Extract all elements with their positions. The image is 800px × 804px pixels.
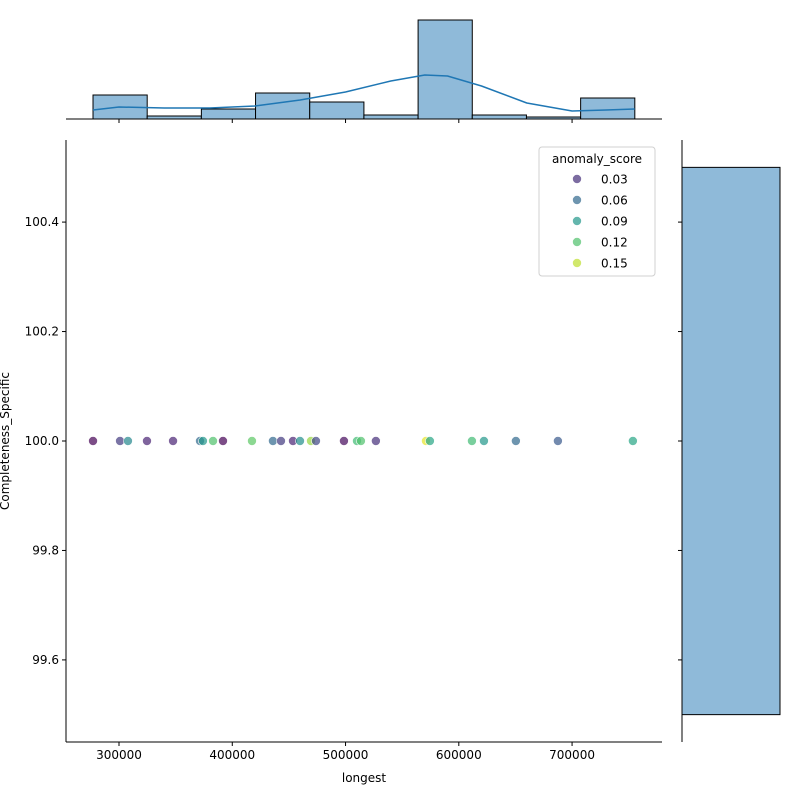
top-histogram-bar — [255, 92, 311, 120]
legend-marker — [572, 237, 582, 247]
scatter-point — [295, 436, 305, 446]
scatter-point — [479, 436, 489, 446]
x-tick-label: 600000 — [436, 748, 482, 762]
top-histogram-bar — [417, 19, 473, 120]
scatter-point — [88, 436, 98, 446]
scatter-point — [123, 436, 133, 446]
y-tick-label: 100.2 — [25, 325, 59, 339]
y-tick-label: 99.8 — [32, 543, 59, 557]
legend-label: 0.15 — [601, 257, 628, 271]
scatter-point — [311, 436, 321, 446]
y-tick-label: 100.4 — [25, 215, 59, 229]
top-marginal-histogram — [66, 19, 662, 123]
legend-label: 0.12 — [601, 236, 628, 250]
scatter-point — [276, 436, 286, 446]
x-tick-label: 300000 — [96, 748, 142, 762]
top-histogram-bar — [200, 108, 257, 120]
scatter-point — [198, 436, 208, 446]
scatter-point — [208, 436, 218, 446]
legend-marker — [572, 258, 582, 268]
scatter-point — [628, 436, 638, 446]
scatter-point — [142, 436, 152, 446]
legend: anomaly_score 0.03 0.06 0.09 0.12 0.15 — [538, 146, 656, 277]
x-tick-label: 700000 — [549, 748, 595, 762]
legend-label: 0.09 — [601, 215, 628, 229]
x-axis-label: longest — [342, 771, 387, 785]
right-histogram-bar — [681, 166, 781, 716]
main-axes: 300000 400000 500000 600000 700000 99.6 99.8 10… — [25, 140, 662, 762]
scatter-point — [511, 436, 521, 446]
scatter-point — [425, 436, 435, 446]
scatter-point — [218, 436, 228, 446]
legend-frame — [538, 146, 656, 277]
top-histogram-bar — [309, 101, 365, 120]
scatter-point — [168, 436, 178, 446]
scatter-point — [339, 436, 349, 446]
scatter-point — [356, 436, 366, 446]
legend-marker — [572, 216, 582, 226]
legend-label: 0.06 — [601, 194, 628, 208]
legend-label: 0.03 — [601, 173, 628, 187]
legend-marker — [572, 195, 582, 205]
y-axis-label: Completeness_Specific — [0, 372, 12, 510]
legend-marker — [572, 174, 582, 184]
legend-title: anomaly_score — [552, 152, 642, 166]
scatter-point — [268, 436, 278, 446]
scatter-point — [553, 436, 563, 446]
scatter-point — [247, 436, 257, 446]
y-tick-label: 100.0 — [25, 434, 59, 448]
top-kde-curve — [92, 74, 635, 112]
scatter-point — [371, 436, 381, 446]
right-marginal-histogram — [678, 140, 781, 742]
x-tick-label: 400000 — [209, 748, 255, 762]
scatter-points — [88, 436, 638, 446]
scatter-point — [467, 436, 477, 446]
y-tick-label: 99.6 — [32, 653, 59, 667]
top-histogram-bar — [471, 114, 527, 120]
top-histogram-bar — [580, 97, 636, 120]
x-tick-label: 500000 — [323, 748, 369, 762]
top-histogram-bar — [363, 114, 419, 120]
